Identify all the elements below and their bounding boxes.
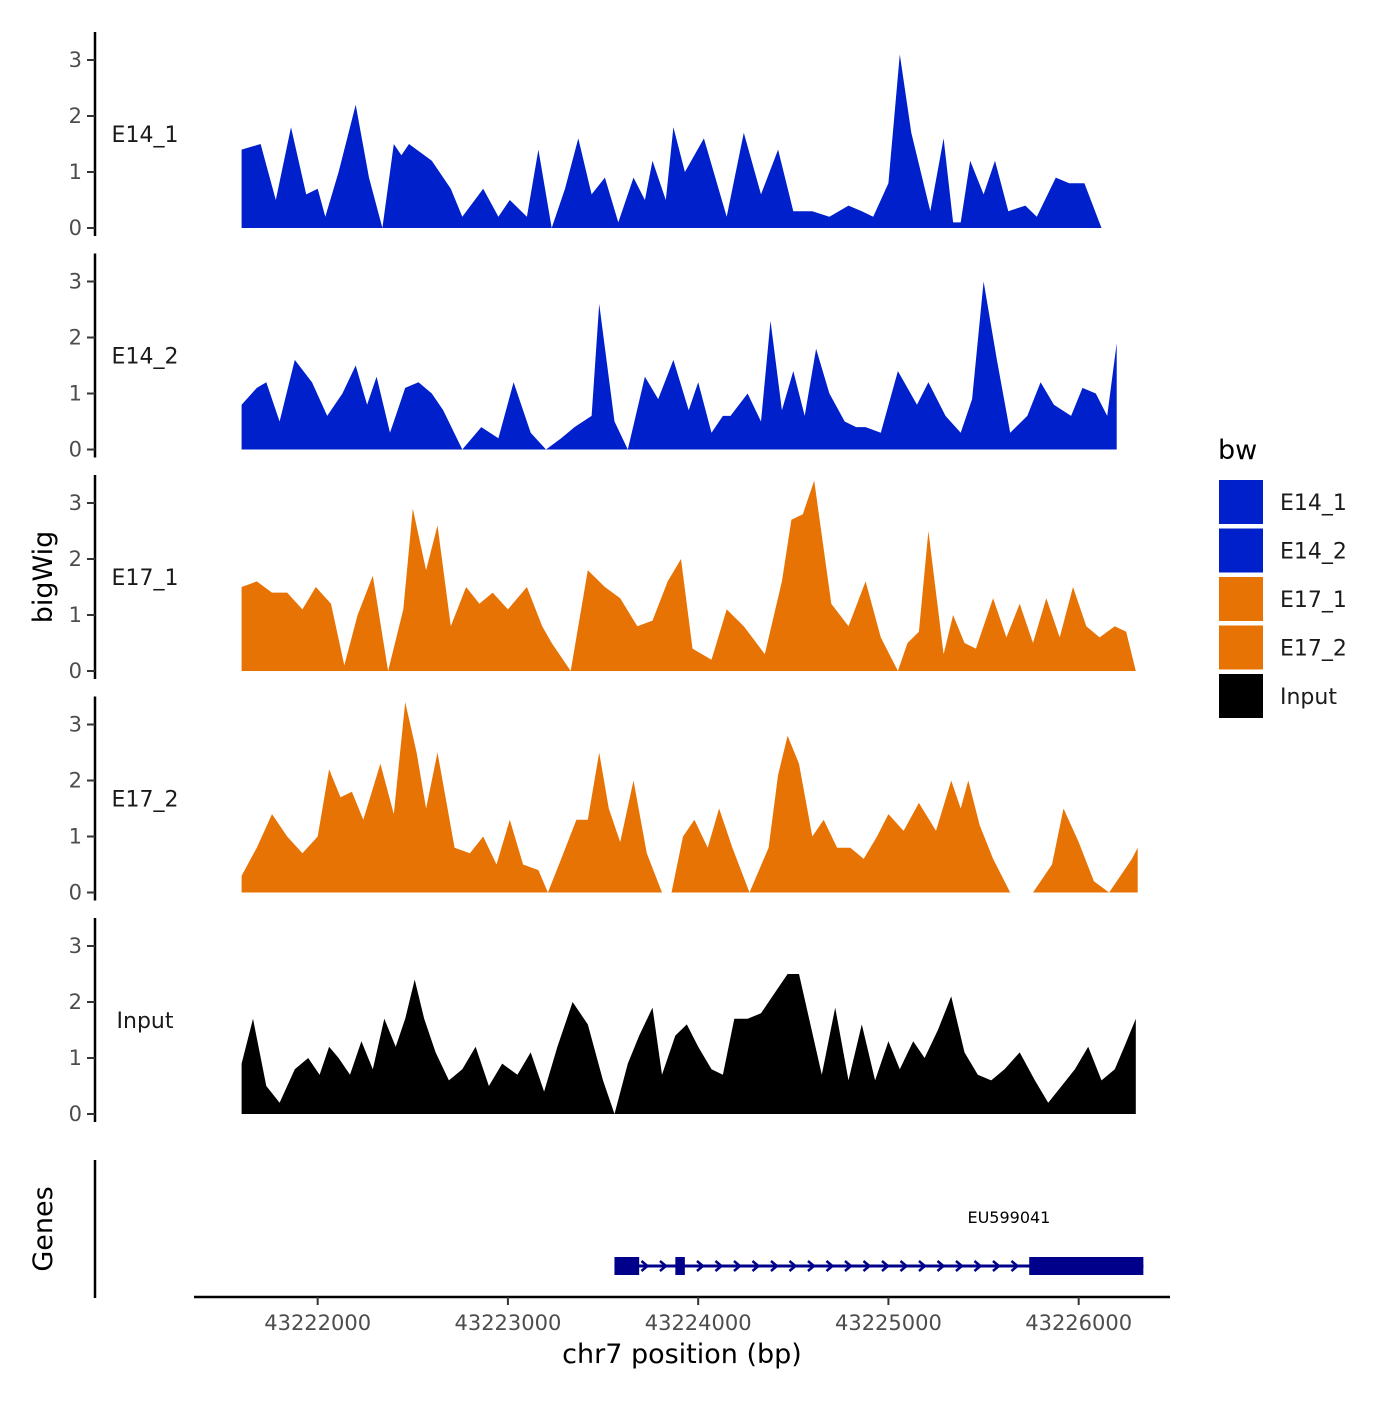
strand-chevron [862, 1260, 872, 1272]
y-tick-label: 2 [69, 326, 82, 350]
strand-chevron [825, 1260, 835, 1272]
y-tick-label: 1 [69, 825, 82, 849]
strand-chevron [714, 1260, 724, 1272]
strand-chevron [751, 1260, 761, 1272]
x-tick-label: 43224000 [645, 1311, 752, 1335]
coverage-tracks: 0 1 2 3 E14_1 0 1 2 3 E14_2 0 1 2 3 E17_1 0 1 2 3 E17_2 0 1 2 3… [69, 32, 1138, 1126]
track-label-e17-2: E17_2 [112, 788, 179, 813]
y-tick-label: 2 [69, 547, 82, 571]
y-tick-label: 0 [69, 659, 82, 683]
x-tick-label: 43222000 [264, 1311, 371, 1335]
gene-eu599041: EU599041 [614, 1208, 1144, 1275]
genes-track: EU599041 [93, 1160, 1144, 1298]
legend-key-e14-2 [1219, 528, 1263, 573]
y-tick-label: 1 [69, 603, 82, 627]
strand-chevron [696, 1260, 705, 1272]
track-e14-1: 0 1 2 3 E14_1 [69, 32, 1136, 240]
strand-chevron [640, 1260, 650, 1272]
gene-exon [1029, 1257, 1144, 1275]
track-label-e14-1: E14_1 [112, 123, 179, 148]
strand-chevron [899, 1260, 909, 1272]
track-e17-2: 0 1 2 3 E17_2 [69, 696, 1138, 905]
strand-chevron [733, 1260, 742, 1272]
legend-label-e17-2: E17_2 [1280, 637, 1347, 662]
y-tick-label: 3 [69, 934, 82, 958]
coverage-area-e17-1 [241, 480, 1136, 671]
strand-chevron [1010, 1260, 1020, 1272]
x-tick-label: 43226000 [1025, 1311, 1132, 1335]
x-tick-label: 43223000 [454, 1311, 561, 1335]
gene-exon [675, 1257, 685, 1275]
gene-exon [614, 1257, 640, 1275]
y-tick-label: 2 [69, 990, 82, 1014]
strand-chevron [936, 1260, 946, 1272]
legend-label-input: Input [1280, 685, 1337, 710]
y-tick-label: 0 [69, 1102, 82, 1126]
y-tick-label: 0 [69, 438, 82, 462]
y-tick-label: 1 [69, 382, 82, 406]
y-tick-label: 0 [69, 216, 82, 240]
strand-chevron [973, 1260, 983, 1272]
coverage-area-input [241, 974, 1136, 1114]
strand-chevron [807, 1260, 816, 1272]
y-tick-label: 3 [69, 491, 82, 515]
x-tick-label: 43225000 [835, 1311, 942, 1335]
y-tick-label: 1 [69, 160, 82, 184]
y-tick-label: 3 [69, 48, 82, 72]
y-tick-label: 2 [69, 104, 82, 128]
strand-chevron [992, 1260, 1001, 1272]
y-tick-label: 2 [69, 769, 82, 793]
track-e17-1: 0 1 2 3 E17_1 [69, 475, 1136, 683]
track-input: 0 1 2 3 Input [69, 918, 1136, 1126]
track-e14-2: 0 1 2 3 E14_2 [69, 253, 1117, 462]
strand-chevron [844, 1260, 853, 1272]
track-label-input: Input [117, 1009, 174, 1034]
legend-label-e17-1: E17_1 [1280, 588, 1347, 613]
legend-key-e17-2 [1219, 625, 1263, 670]
legend-key-e14-1 [1219, 480, 1263, 524]
legend-label-e14-1: E14_1 [1280, 491, 1347, 516]
strand-chevron [881, 1260, 890, 1272]
x-axis-title: chr7 position (bp) [562, 1339, 802, 1370]
gene-name-label: EU599041 [967, 1208, 1050, 1227]
coverage-area-e14-1 [241, 54, 1136, 229]
legend: bw E14_1 E14_2 E17_1 E17_2 Input [1218, 435, 1347, 718]
y-tick-label: 3 [69, 270, 82, 294]
track-label-e14-2: E14_2 [112, 345, 179, 370]
coverage-area-e17-2 [241, 702, 1138, 893]
legend-title: bw [1218, 435, 1257, 466]
legend-key-e17-1 [1219, 577, 1263, 621]
strand-chevron [955, 1260, 964, 1272]
strand-chevron [918, 1260, 927, 1272]
strand-chevron [770, 1260, 779, 1272]
strand-chevron [788, 1260, 798, 1272]
y-tick-label: 3 [69, 713, 82, 737]
x-axis: 43222000 43223000 43224000 43225000 43226000 [194, 1295, 1170, 1335]
y-axis-title: bigWig [28, 531, 59, 624]
legend-label-e14-2: E14_2 [1280, 540, 1347, 565]
strand-chevron [659, 1260, 668, 1272]
y-tick-label: 1 [69, 1046, 82, 1070]
coverage-area-e14-2 [241, 281, 1117, 450]
y-tick-label: 0 [69, 881, 82, 905]
genes-track-title: Genes [28, 1186, 59, 1271]
legend-key-input [1219, 674, 1263, 718]
track-label-e17-1: E17_1 [112, 566, 179, 591]
